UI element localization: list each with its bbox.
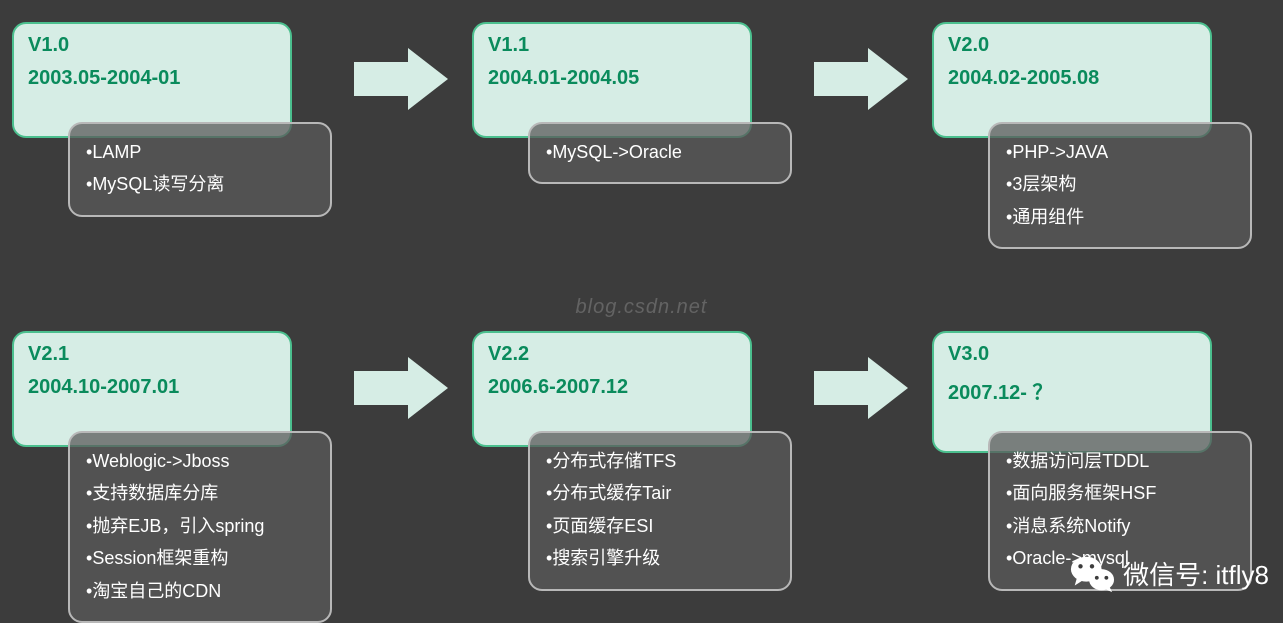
version-header: V2.2 2006.6-2007.12	[472, 331, 752, 447]
version-detail-item: 页面缓存ESI	[546, 510, 774, 542]
arrow-right-icon	[354, 48, 450, 110]
version-detail-item: 消息系统Notify	[1006, 510, 1234, 542]
diagram-node-v11: V1.12004.01-2004.05MySQL->Oracle	[472, 22, 792, 138]
version-header: V1.1 2004.01-2004.05	[472, 22, 752, 138]
version-date: 2003.05-2004-01	[28, 67, 276, 90]
version-header: V2.0 2004.02-2005.08	[932, 22, 1212, 138]
arrow-right-icon	[814, 357, 910, 419]
version-detail-item: MySQL->Oracle	[546, 136, 774, 168]
version-detail-item: 搜索引擎升级	[546, 542, 774, 574]
version-date: 2004.10-2007.01	[28, 376, 276, 399]
diagram-node-v10: V1.02003.05-2004-01LAMPMySQL读写分离	[12, 22, 332, 138]
version-date: 2004.02-2005.08	[948, 67, 1196, 90]
version-detail-item: 抛弃EJB，引入spring	[86, 510, 314, 542]
arrow-right-icon	[814, 48, 910, 110]
version-details: Weblogic->Jboss支持数据库分库抛弃EJB，引入springSess…	[68, 431, 332, 623]
version-details: 分布式存储TFS分布式缓存Tair页面缓存ESI搜索引擎升级	[528, 431, 792, 591]
wechat-icon	[1069, 553, 1115, 593]
version-date: 2006.6-2007.12	[488, 376, 736, 399]
version-detail-item: 分布式存储TFS	[546, 445, 774, 477]
wechat-label: 微信号: itfly8	[1123, 555, 1269, 592]
diagram-row: V1.02003.05-2004-01LAMPMySQL读写分离V1.12004…	[0, 11, 1264, 138]
diagram-node-v20: V2.02004.02-2005.08PHP->JAVA3层架构通用组件	[932, 22, 1252, 138]
version-title: V1.1	[488, 34, 736, 57]
diagram-node-v22: V2.22006.6-2007.12分布式存储TFS分布式缓存Tair页面缓存E…	[472, 331, 792, 447]
version-details: MySQL->Oracle	[528, 122, 792, 184]
version-date: 2004.01-2004.05	[488, 67, 736, 90]
version-detail-item: 通用组件	[1006, 201, 1234, 233]
flow-arrow	[792, 22, 932, 110]
flow-arrow	[792, 331, 932, 419]
version-detail-item: LAMP	[86, 136, 314, 168]
version-date: 2007.12- ？	[948, 376, 1196, 405]
version-detail-item: Session框架重构	[86, 542, 314, 574]
version-detail-item: 支持数据库分库	[86, 477, 314, 509]
version-title: V3.0	[948, 343, 1196, 366]
diagram-row: V2.12004.10-2007.01Weblogic->Jboss支持数据库分…	[0, 320, 1264, 453]
version-title: V2.0	[948, 34, 1196, 57]
version-detail-item: 淘宝自己的CDN	[86, 575, 314, 607]
version-detail-item: 面向服务框架HSF	[1006, 477, 1234, 509]
version-header: V2.1 2004.10-2007.01	[12, 331, 292, 447]
version-detail-item: 数据访问层TDDL	[1006, 445, 1234, 477]
version-header: V1.0 2003.05-2004-01	[12, 22, 292, 138]
version-detail-item: MySQL读写分离	[86, 168, 314, 200]
version-title: V1.0	[28, 34, 276, 57]
version-title: V2.1	[28, 343, 276, 366]
diagram-node-v30: V3.02007.12- ？数据访问层TDDL面向服务框架HSF消息系统Noti…	[932, 331, 1252, 453]
watermark-center: blog.csdn.net	[576, 296, 708, 319]
version-details: LAMPMySQL读写分离	[68, 122, 332, 217]
diagram-node-v21: V2.12004.10-2007.01Weblogic->Jboss支持数据库分…	[12, 331, 332, 447]
version-detail-item: PHP->JAVA	[1006, 136, 1234, 168]
version-detail-item: 3层架构	[1006, 168, 1234, 200]
version-details: PHP->JAVA3层架构通用组件	[988, 122, 1252, 249]
version-title: V2.2	[488, 343, 736, 366]
flow-arrow	[332, 331, 472, 419]
version-detail-item: Weblogic->Jboss	[86, 445, 314, 477]
version-detail-item: 分布式缓存Tair	[546, 477, 774, 509]
flow-arrow	[332, 22, 472, 110]
wechat-badge: 微信号: itfly8	[1069, 553, 1269, 593]
arrow-right-icon	[354, 357, 450, 419]
